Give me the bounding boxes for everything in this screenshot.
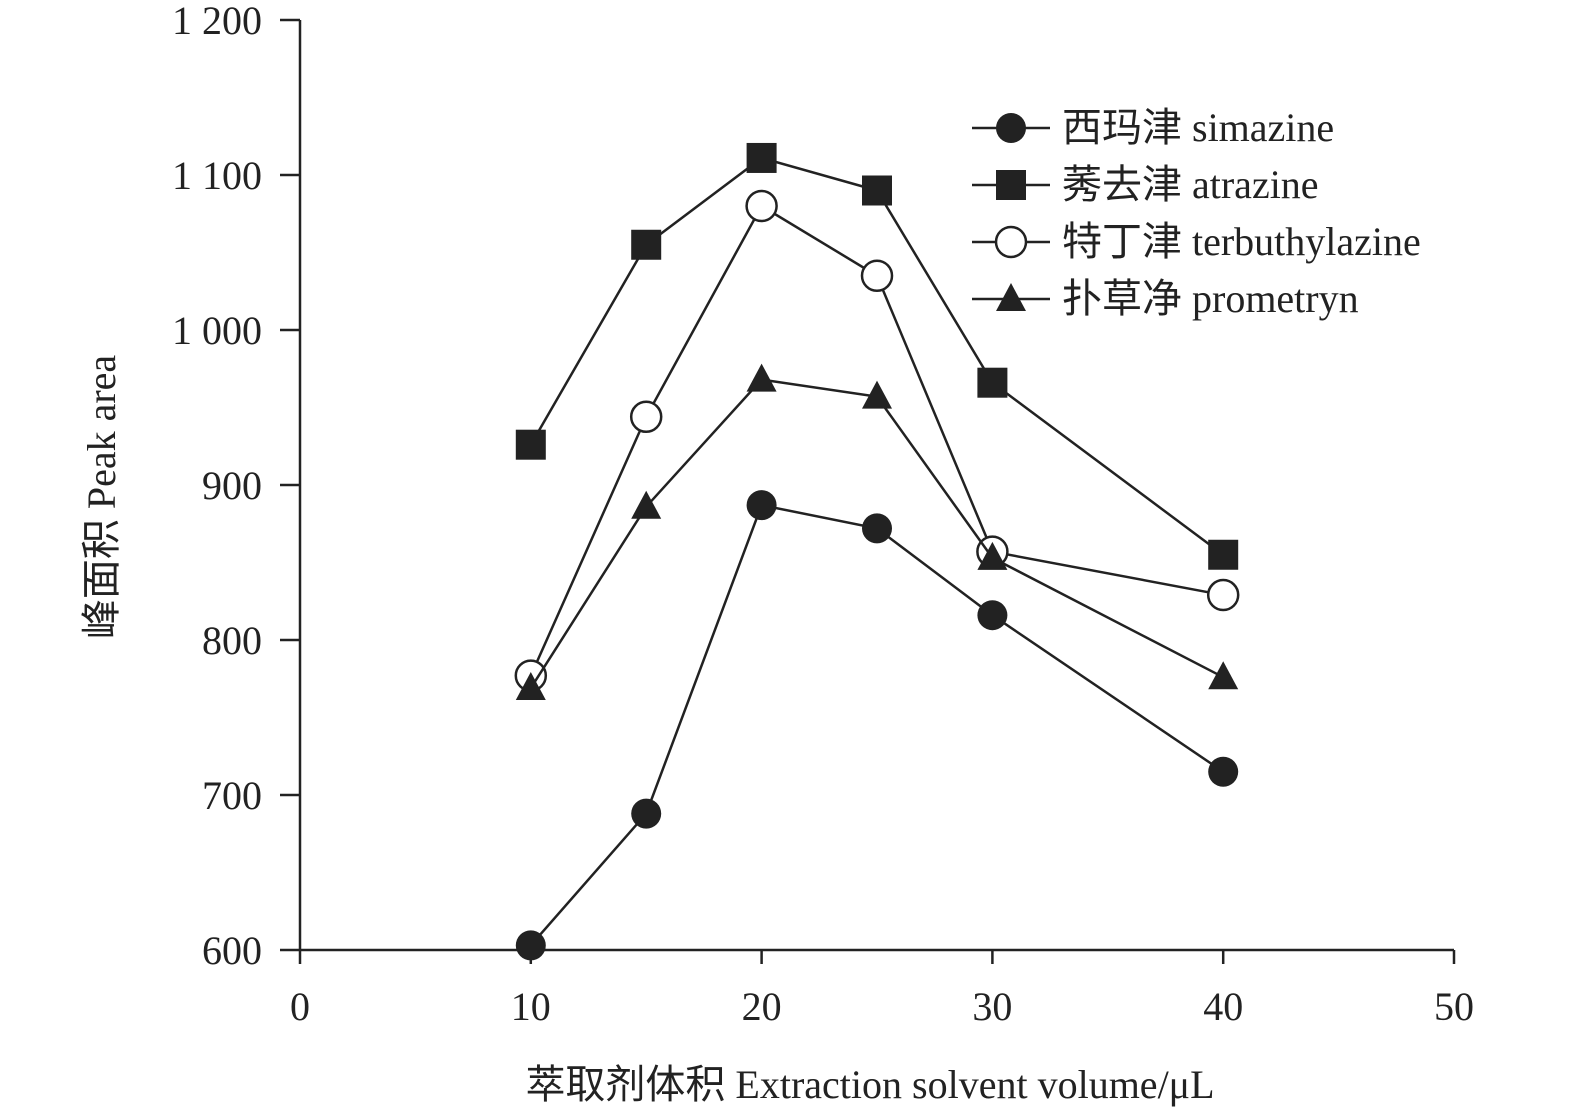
chart-container: 600 700 800 900 1 000 1 100 1 200 0 10 20 30 40 50 西… [0,0,1575,1118]
x-tick-label: 40 [1203,984,1243,1029]
legend-marker [996,170,1026,200]
y-tick-label: 600 [202,928,262,973]
y-tick-label: 1 100 [172,153,262,198]
data-point [631,230,661,260]
data-point [631,402,661,432]
y-tick-label: 700 [202,773,262,818]
data-point [747,364,777,392]
data-point [747,191,777,221]
legend-label: 特丁津 terbuthylazine [1062,219,1421,264]
series-line [531,505,1223,945]
y-tick-label: 1 200 [172,0,262,43]
data-point [1208,580,1238,610]
data-point [747,490,777,520]
y-axis-title: 峰面积 Peak area [79,355,124,640]
y-tick-label: 800 [202,618,262,663]
line-chart: 600 700 800 900 1 000 1 100 1 200 0 10 20 30 40 50 西… [0,0,1575,1118]
x-tick-label: 30 [972,984,1012,1029]
x-tick-label: 20 [742,984,782,1029]
data-point [862,261,892,291]
legend-label: 莠去津 atrazine [1062,162,1319,207]
legend-label: 扑草净 prometryn [1062,276,1359,321]
y-tick-label: 1 000 [172,308,262,353]
x-tick-label: 0 [290,984,310,1029]
data-point [977,368,1007,398]
data-point [516,430,546,460]
series-line [531,158,1223,555]
series-terbuthylazine [516,191,1238,691]
data-point [977,600,1007,630]
legend-item: 特丁津 terbuthylazine [972,219,1421,264]
x-axis-title: 萃取剂体积 Extraction solvent volume/μL [525,1062,1214,1107]
legend-marker [996,283,1026,311]
data-point [862,176,892,206]
data-point [1208,757,1238,787]
x-tick-label: 50 [1434,984,1474,1029]
legend-marker [996,227,1026,257]
legend: 西玛津 simazine 莠去津 atrazine 特丁津 terbuthylazi… [972,105,1421,321]
series-simazine [516,490,1238,960]
y-tick-label: 900 [202,463,262,508]
data-point [631,799,661,829]
legend-item: 扑草净 prometryn [972,276,1359,321]
data-point [747,143,777,173]
data-point [862,513,892,543]
data-point [1208,661,1238,689]
legend-label: 西玛津 simazine [1062,105,1334,150]
legend-item: 西玛津 simazine [972,105,1334,150]
data-point [1208,540,1238,570]
data-point [516,930,546,960]
axes: 600 700 800 900 1 000 1 100 1 200 0 10 20 30 40 50 [172,0,1474,1029]
series-layer [516,143,1238,960]
x-tick-label: 10 [511,984,551,1029]
legend-marker [996,113,1026,143]
legend-item: 莠去津 atrazine [972,162,1319,207]
